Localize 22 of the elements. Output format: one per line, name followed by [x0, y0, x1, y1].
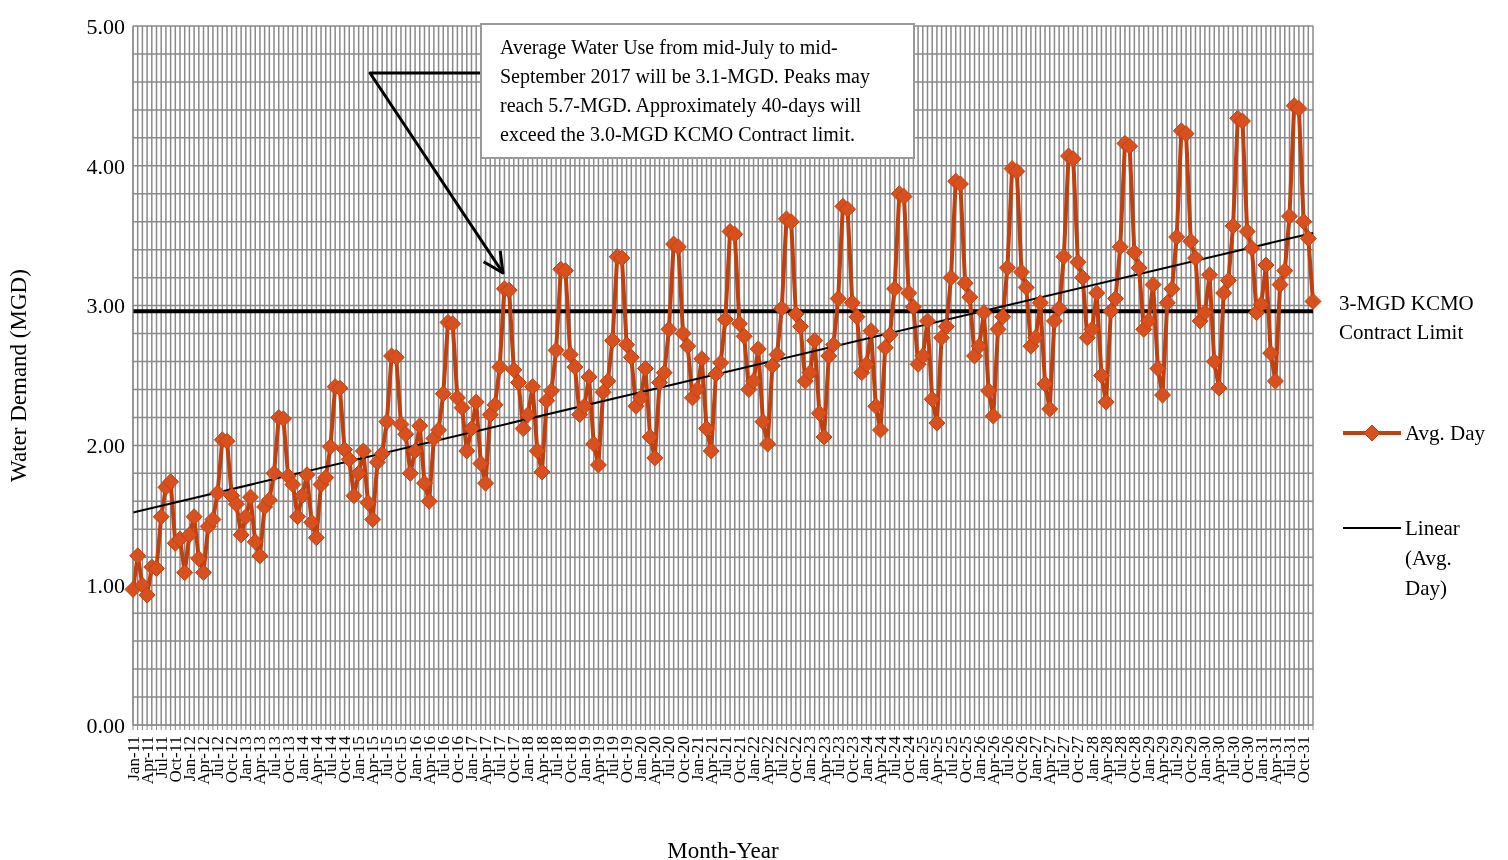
x-tick-label: Apr-15: [363, 736, 383, 785]
x-tick-label: Jan-18: [518, 736, 538, 782]
y-tick-label: 0.00: [86, 712, 125, 738]
x-tick-label: Oct-20: [673, 736, 693, 784]
y-axis-title: Water Demand (MGD): [6, 269, 32, 482]
x-tick-label: Jan-23: [800, 736, 820, 782]
legend-label: Linear (Avg. Day): [1405, 515, 1461, 602]
y-tick-label: 4.00: [86, 153, 125, 179]
legend-label: Avg. Day: [1405, 420, 1486, 447]
x-tick-label: Apr-20: [645, 736, 665, 785]
x-tick-label: Apr-17: [476, 735, 496, 785]
callout-box: Average Water Use from mid-July to mid-September 2017 will be 3.1-MGD. Peaks may reach 5.7-MGD. Approximately 40-days will exceed the 3.0-MGD KCMO Contract limit.: [480, 23, 915, 159]
x-tick-label: Apr-27: [1040, 735, 1060, 785]
y-tick-label: 3.00: [86, 293, 125, 319]
x-axis-title: Month-Year: [667, 838, 780, 860]
y-tick-label: 5.00: [86, 13, 125, 39]
ref-line-label: 3-MGD KCMO Contract Limit: [1339, 290, 1475, 347]
y-tick-label: 1.00: [86, 573, 125, 599]
x-tick-label: Apr-30: [1209, 736, 1229, 785]
y-tick-label: 2.00: [86, 433, 125, 459]
x-tick-label: Oct-31: [1294, 736, 1314, 784]
x-tick-label: Jan-11: [123, 736, 143, 781]
